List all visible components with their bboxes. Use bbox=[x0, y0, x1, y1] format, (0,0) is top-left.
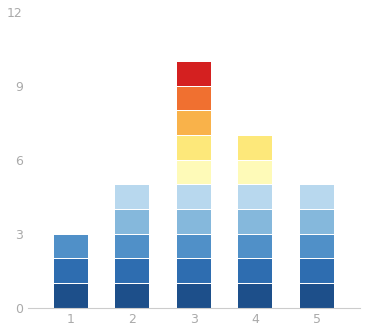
Bar bbox=[177, 62, 211, 86]
Bar bbox=[177, 259, 211, 283]
Bar bbox=[239, 136, 272, 160]
Bar bbox=[300, 259, 334, 283]
Bar bbox=[177, 161, 211, 184]
Bar bbox=[239, 259, 272, 283]
Bar bbox=[115, 259, 149, 283]
Bar bbox=[177, 210, 211, 234]
Bar bbox=[54, 259, 88, 283]
Bar bbox=[115, 185, 149, 209]
Bar bbox=[300, 235, 334, 258]
Bar bbox=[177, 111, 211, 135]
Bar bbox=[177, 87, 211, 110]
Bar bbox=[177, 235, 211, 258]
Bar bbox=[54, 284, 88, 308]
Bar bbox=[54, 235, 88, 258]
Bar bbox=[115, 235, 149, 258]
Bar bbox=[300, 284, 334, 308]
Bar bbox=[177, 284, 211, 308]
Bar bbox=[300, 210, 334, 234]
Bar bbox=[239, 284, 272, 308]
Bar bbox=[115, 284, 149, 308]
Bar bbox=[177, 185, 211, 209]
Bar bbox=[300, 185, 334, 209]
Bar bbox=[239, 161, 272, 184]
Bar bbox=[115, 210, 149, 234]
Bar bbox=[177, 136, 211, 160]
Bar bbox=[239, 210, 272, 234]
Bar bbox=[239, 185, 272, 209]
Bar bbox=[239, 235, 272, 258]
